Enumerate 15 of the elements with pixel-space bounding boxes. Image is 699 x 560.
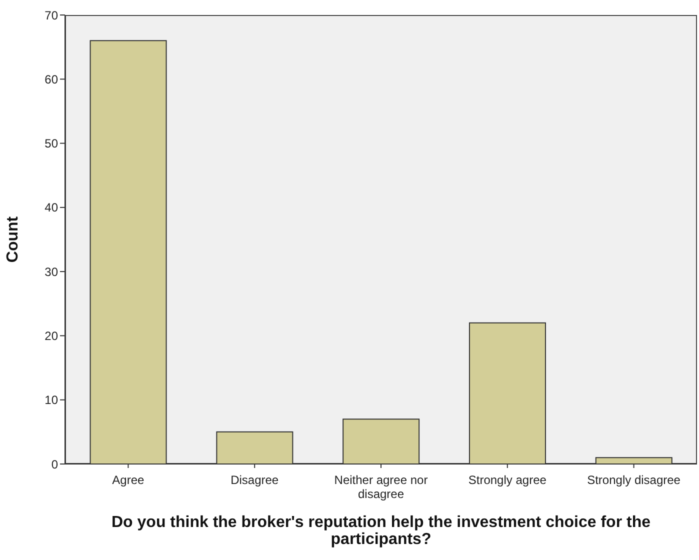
y-tick-label: 40 [44,200,58,215]
y-tick-label: 10 [44,393,58,408]
x-tick-label: Agree [112,473,145,487]
y-tick-label: 0 [51,457,58,472]
y-tick-label: 70 [44,8,58,22]
x-tick-label: Disagree [230,473,279,487]
y-tick-label: 60 [44,72,58,86]
x-tick-label: Neither agree nor disagree [334,473,428,501]
y-tick-label: 20 [44,328,58,343]
x-tick-label: Strongly agree [468,473,547,487]
y-axis-title: Count [4,216,22,263]
y-tick-label: 50 [44,136,58,151]
x-tick-label: Strongly disagree [587,473,681,487]
y-tick-label: 30 [44,264,58,279]
x-axis-title: Do you think the broker's reputation help the investment choice for the participants? [110,514,652,548]
